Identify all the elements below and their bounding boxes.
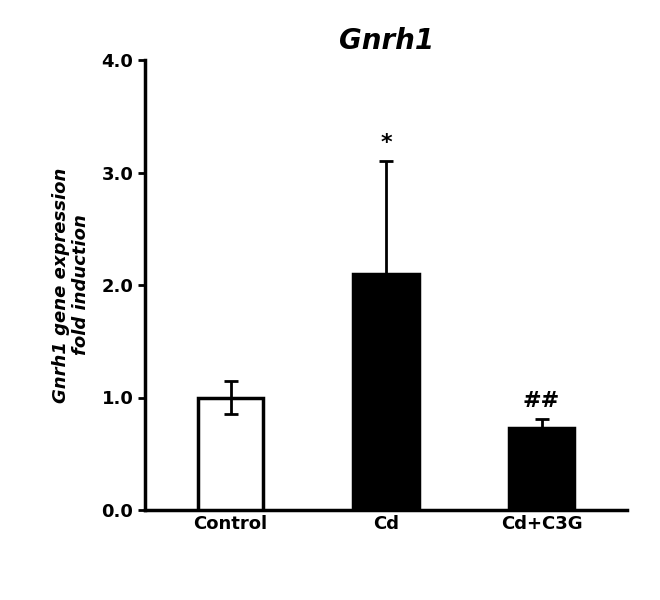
Bar: [354, 274, 418, 510]
Bar: [198, 397, 263, 510]
Title: Gnrh1: Gnrh1: [339, 27, 434, 55]
Y-axis label: Gnrh1 gene expression
fold induction: Gnrh1 gene expression fold induction: [51, 167, 90, 403]
Text: ##: ##: [523, 391, 560, 411]
Text: *: *: [380, 133, 392, 154]
Bar: [509, 428, 574, 510]
